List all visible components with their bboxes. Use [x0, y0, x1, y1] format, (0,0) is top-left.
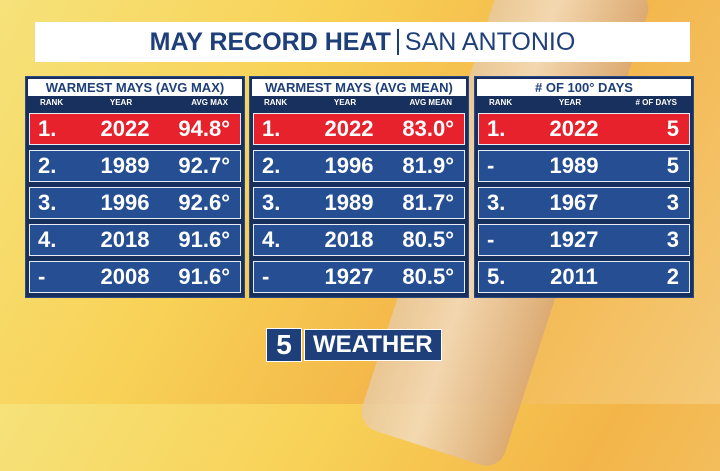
table-cell: 2. — [38, 153, 57, 178]
table-row: 3. 1967 3 — [478, 187, 690, 219]
table-cell: 91.6° — [178, 227, 230, 252]
table-cell: - — [38, 264, 46, 289]
table-row: 2. 1996 81.9° — [253, 150, 465, 182]
title: MAY RECORD HEAT — [149, 27, 391, 56]
table-cell: 83.0° — [402, 116, 454, 141]
table-cell: 1. — [262, 116, 281, 141]
table-cell: 1989 — [100, 153, 150, 178]
table-cell: 3. — [262, 190, 281, 215]
table-cell: 3 — [666, 190, 679, 215]
table-panel: WARMEST MAYS (AVG MEAN) RANK YEAR AVG MEAN 1… — [249, 76, 469, 298]
table-row: - 1927 80.5° — [253, 261, 465, 293]
table-cell: 80.5° — [402, 264, 454, 289]
column-header: AVG MAX — [191, 98, 228, 107]
table-cell: 81.7° — [402, 190, 454, 215]
table-cell: 1. — [487, 116, 506, 141]
table-cell: 2011 — [550, 264, 598, 289]
column-header: AVG MEAN — [409, 98, 452, 107]
table-row: - 1927 3 — [478, 224, 690, 256]
table-cell: 1989 — [549, 153, 599, 178]
table-cell: 91.6° — [178, 264, 230, 289]
column-header: RANK — [264, 98, 288, 107]
column-header: RANK — [40, 98, 64, 107]
table-cell: 5 — [666, 153, 679, 178]
table-cell: 2018 — [100, 227, 150, 252]
table-cell: 92.7° — [178, 153, 230, 178]
table-row: 3. 1989 81.7° — [253, 187, 465, 219]
table-title: WARMEST MAYS (AVG MEAN) — [252, 79, 466, 96]
logo-number: 5 — [266, 328, 302, 362]
table-cell: 5. — [487, 264, 506, 289]
table-cell: 1996 — [324, 153, 374, 178]
column-header: YEAR — [333, 98, 357, 107]
table-row: 4. 2018 91.6° — [29, 224, 241, 256]
table-cell: 2008 — [100, 264, 150, 289]
table-cell: 3. — [38, 190, 57, 215]
table-cell: 1927 — [549, 227, 599, 252]
column-header: YEAR — [109, 98, 133, 107]
column-header: RANK — [489, 98, 513, 107]
table-row: - 1989 5 — [478, 150, 690, 182]
table-cell: 2 — [666, 264, 679, 289]
table-panel: # OF 100° DAYS RANK YEAR # OF DAYS 1. 2022 5 - 1… — [474, 76, 694, 298]
table-cell: 94.8° — [178, 116, 230, 141]
table-row: 4. 2018 80.5° — [253, 224, 465, 256]
table-cell: 2018 — [324, 227, 374, 252]
table-cell: 2. — [262, 153, 281, 178]
logo: 5 WEATHER — [266, 328, 442, 362]
table-cell: 4. — [262, 227, 281, 252]
table-row: 3. 1996 92.6° — [29, 187, 241, 219]
table-cell: 1967 — [549, 190, 599, 215]
separator — [396, 29, 399, 55]
table-cell: 1996 — [100, 190, 150, 215]
table-cell: - — [487, 227, 495, 252]
title-bar: MAY RECORD HEAT SAN ANTONIO — [35, 22, 690, 62]
table-row: 2. 1989 92.7° — [29, 150, 241, 182]
table-title: # OF 100° DAYS — [477, 79, 691, 96]
column-header: # OF DAYS — [635, 98, 678, 107]
table-cell: 4. — [38, 227, 57, 252]
table-panel: WARMEST MAYS (AVG MAX) RANK YEAR AVG MAX 1. 2… — [25, 76, 245, 298]
table-cell: 5 — [666, 116, 679, 141]
column-header: YEAR — [558, 98, 582, 107]
table-row: 5. 2011 2 — [478, 261, 690, 293]
table-title: WARMEST MAYS (AVG MAX) — [28, 79, 242, 96]
table-cell: 2022 — [324, 116, 374, 141]
table-row: - 2008 91.6° — [29, 261, 241, 293]
logo-text: WEATHER — [304, 329, 442, 361]
table-cell: 1989 — [324, 190, 374, 215]
table-cell: 1927 — [324, 264, 374, 289]
table-row: 1. 2022 83.0° — [253, 113, 465, 145]
subtitle: SAN ANTONIO — [404, 27, 576, 56]
table-cell: - — [487, 153, 495, 178]
table-row: 1. 2022 94.8° — [29, 113, 241, 145]
table-cell: 2022 — [549, 116, 599, 141]
table-cell: 3 — [666, 227, 679, 252]
table-cell: 2022 — [100, 116, 150, 141]
table-cell: 81.9° — [402, 153, 454, 178]
table-cell: 92.6° — [178, 190, 230, 215]
table-cell: 1. — [38, 116, 57, 141]
table-cell: 80.5° — [402, 227, 454, 252]
table-row: 1. 2022 5 — [478, 113, 690, 145]
table-cell: 3. — [487, 190, 506, 215]
table-cell: - — [262, 264, 270, 289]
